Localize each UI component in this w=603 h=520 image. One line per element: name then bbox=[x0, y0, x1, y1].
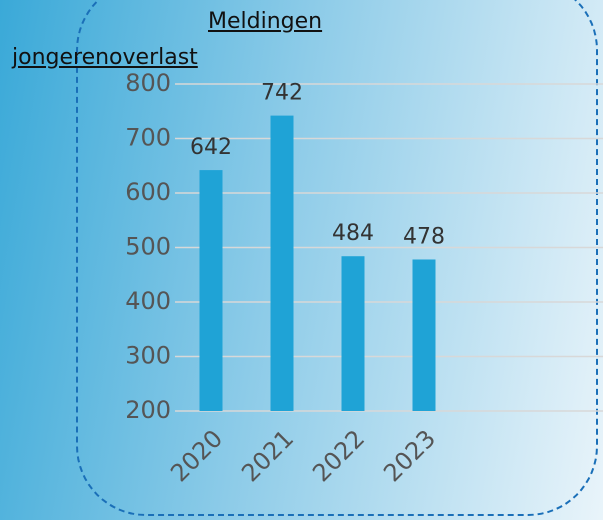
y-tick-label: 300 bbox=[125, 342, 171, 370]
x-tick-label: 2023 bbox=[378, 424, 441, 487]
data-label: 742 bbox=[261, 81, 303, 106]
y-tick-label: 800 bbox=[125, 69, 171, 97]
bar bbox=[341, 256, 365, 411]
bar bbox=[412, 259, 436, 411]
y-tick-label: 500 bbox=[125, 233, 171, 261]
data-label: 484 bbox=[332, 221, 374, 246]
y-tick-label: 700 bbox=[125, 124, 171, 152]
x-tick-label: 2022 bbox=[307, 424, 370, 487]
x-tick-label: 2021 bbox=[236, 424, 299, 487]
y-tick-label: 600 bbox=[125, 178, 171, 206]
bar bbox=[270, 115, 294, 412]
y-tick-label: 400 bbox=[125, 287, 171, 315]
y-tick-label: 200 bbox=[125, 396, 171, 424]
chart-title: Meldingen jongerenoverlast bbox=[12, 9, 323, 70]
x-tick-label: 2020 bbox=[165, 424, 228, 487]
data-label: 478 bbox=[403, 224, 445, 249]
bar bbox=[199, 170, 223, 411]
data-label: 642 bbox=[190, 135, 232, 160]
dashed-frame bbox=[76, 0, 598, 516]
